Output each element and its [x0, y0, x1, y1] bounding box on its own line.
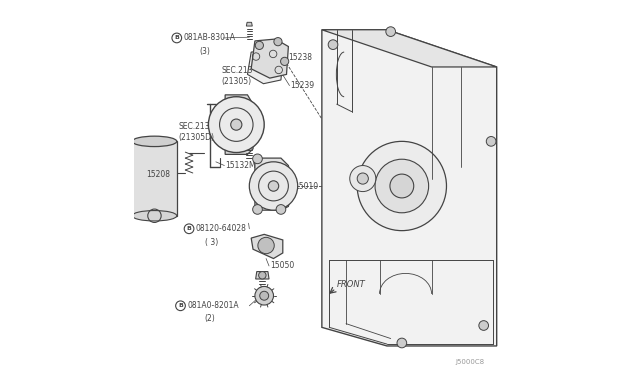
Text: 15238: 15238 — [289, 53, 312, 62]
Text: 081A0-8201A: 081A0-8201A — [187, 301, 239, 310]
Circle shape — [175, 301, 186, 311]
Circle shape — [259, 272, 266, 279]
Polygon shape — [255, 272, 269, 279]
Circle shape — [209, 97, 264, 153]
Text: 08120-64028: 08120-64028 — [196, 224, 246, 233]
Text: SEC.213
(21305D): SEC.213 (21305D) — [179, 122, 214, 142]
Circle shape — [397, 338, 406, 348]
Text: B: B — [174, 35, 179, 41]
Polygon shape — [322, 30, 497, 346]
Polygon shape — [251, 39, 289, 78]
Circle shape — [253, 154, 262, 164]
Circle shape — [184, 224, 194, 234]
Circle shape — [357, 173, 369, 184]
Circle shape — [280, 57, 289, 65]
Circle shape — [386, 27, 396, 36]
Polygon shape — [132, 141, 177, 216]
Circle shape — [274, 38, 282, 46]
Circle shape — [172, 33, 182, 43]
Circle shape — [260, 291, 269, 300]
Text: B: B — [178, 303, 183, 308]
Ellipse shape — [132, 136, 177, 147]
Circle shape — [390, 174, 413, 198]
Text: 15010: 15010 — [294, 182, 318, 190]
Circle shape — [349, 166, 376, 192]
Text: FRONT: FRONT — [337, 280, 365, 289]
Polygon shape — [225, 95, 253, 154]
Text: B: B — [187, 226, 191, 231]
Circle shape — [357, 141, 447, 231]
Polygon shape — [246, 22, 252, 26]
Text: 15208: 15208 — [146, 170, 170, 179]
Circle shape — [250, 162, 298, 210]
Text: (2): (2) — [205, 314, 216, 323]
Text: (3): (3) — [199, 47, 210, 56]
Circle shape — [231, 119, 242, 130]
Circle shape — [255, 41, 264, 49]
Circle shape — [258, 237, 275, 254]
Circle shape — [268, 181, 278, 191]
Text: 15239: 15239 — [291, 81, 314, 90]
Circle shape — [255, 286, 273, 305]
Text: SEC.213
(21305): SEC.213 (21305) — [221, 66, 253, 86]
Text: ( 3): ( 3) — [205, 238, 218, 247]
Ellipse shape — [132, 211, 177, 221]
Text: 15132M: 15132M — [225, 161, 256, 170]
Polygon shape — [251, 234, 283, 259]
Text: 081AB-8301A: 081AB-8301A — [184, 33, 236, 42]
Circle shape — [479, 321, 488, 330]
Text: 15050: 15050 — [270, 262, 294, 270]
Circle shape — [253, 205, 262, 214]
Circle shape — [276, 205, 286, 214]
Polygon shape — [248, 50, 283, 84]
Text: J5000C8: J5000C8 — [456, 359, 485, 365]
Circle shape — [375, 159, 429, 213]
Polygon shape — [255, 158, 292, 210]
Circle shape — [486, 137, 496, 146]
Circle shape — [328, 40, 338, 49]
Polygon shape — [322, 30, 497, 67]
